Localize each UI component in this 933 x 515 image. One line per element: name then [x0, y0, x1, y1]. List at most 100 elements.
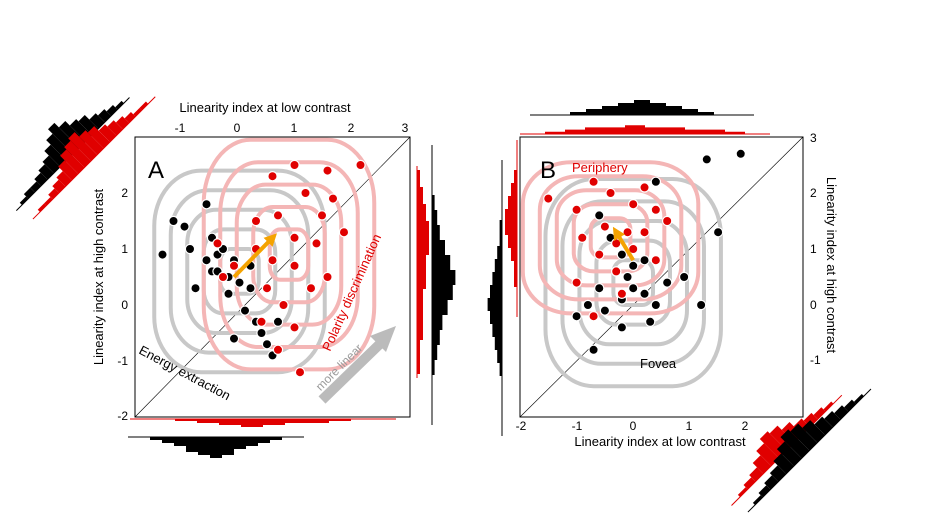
panel-a-ytick: -2 [117, 409, 128, 423]
histogram-bar-group2 [60, 149, 85, 174]
histogram-bar-group2 [68, 132, 98, 162]
data-point-group1 [639, 288, 650, 299]
histogram-bar-group2 [625, 125, 645, 134]
data-point-group2 [661, 215, 673, 227]
data-point-group1 [594, 283, 605, 294]
data-point-group2 [322, 165, 333, 176]
data-point-group2 [272, 210, 284, 221]
histogram-bar-group2 [124, 112, 136, 123]
panel-a-points [157, 159, 366, 378]
panel-b-diagonal [519, 136, 804, 418]
panel-b-xtick: 0 [630, 419, 637, 433]
histogram-bar-group2 [737, 487, 748, 497]
histogram-bar-group1 [258, 437, 270, 443]
histogram-bar-group1 [432, 300, 448, 315]
histogram-bar-group2 [44, 197, 53, 206]
histogram-bar-group2 [37, 203, 47, 212]
histogram-bar-group1 [487, 298, 502, 311]
histogram-bar-group2 [417, 187, 423, 204]
data-point-group1 [661, 277, 673, 288]
data-point-group1 [272, 316, 284, 327]
data-point-group1 [201, 198, 212, 210]
data-point-group1 [628, 283, 639, 294]
histogram-bar-group1 [494, 259, 502, 272]
more-linear-arrow [318, 326, 396, 404]
data-point-group1 [157, 249, 168, 260]
histogram-bar-group1 [162, 437, 174, 443]
data-point-group1 [168, 215, 179, 227]
histogram-bar-group1 [764, 475, 779, 490]
data-point-group2 [588, 176, 599, 187]
histogram-bar-group2 [585, 127, 605, 134]
histogram-bar-group2 [417, 170, 420, 187]
histogram-bar-group1 [494, 337, 502, 350]
histogram-bar-group1 [758, 485, 771, 498]
histogram-bar-group1 [698, 112, 714, 115]
contour-group2 [234, 182, 344, 327]
histogram-bar-group2 [107, 120, 123, 136]
histogram-bar-group2 [417, 272, 426, 289]
data-point-group2 [289, 322, 300, 333]
histogram-bar-group1 [432, 315, 443, 330]
histogram-bar-group2 [645, 127, 665, 134]
data-point-group2 [571, 277, 582, 288]
histogram-bar-group2 [505, 209, 517, 222]
histogram-bar-group1 [19, 196, 29, 205]
histogram-bar-group1 [682, 109, 698, 115]
data-point-group2 [228, 260, 240, 271]
histogram-bar-group2 [605, 127, 625, 134]
data-point-group1 [201, 255, 212, 266]
histogram-bar-group2 [725, 131, 745, 134]
histogram-bar-group2 [79, 130, 104, 155]
data-point-group2 [543, 193, 554, 204]
histogram-bar-group1 [432, 195, 435, 210]
histogram-bar-group1 [780, 429, 810, 459]
data-point-group1 [234, 277, 245, 288]
histogram-bar-group1 [650, 103, 666, 115]
panel-a-ytick: 1 [121, 242, 128, 256]
data-point-group2 [300, 187, 311, 199]
data-point-group1 [184, 243, 196, 255]
histogram-bar-group1 [30, 181, 42, 193]
panel-a-ytick: -1 [117, 354, 128, 368]
contour-group2 [571, 202, 650, 274]
panel-b: B Periphery Fovea Linearity index at low… [487, 100, 872, 513]
histogram-bar-group1 [38, 164, 54, 180]
data-point-group2 [250, 215, 262, 227]
histogram-bar-group1 [432, 225, 440, 240]
data-point-group1 [639, 255, 650, 266]
data-point-group1 [179, 221, 190, 232]
histogram-bar-group1 [432, 285, 453, 300]
histogram-bar-group2 [285, 419, 307, 423]
data-point-group2 [278, 299, 289, 311]
panel-a-xtick: 1 [291, 121, 298, 135]
contour-group2 [537, 174, 684, 302]
histogram-bar-group1 [497, 350, 502, 363]
histogram-bar-group1-baseline [747, 388, 872, 513]
panel-b-label: B [540, 157, 556, 184]
histogram-bar-group1 [492, 272, 502, 285]
histogram-bar-group2 [417, 357, 420, 374]
panel-a-xtick: 2 [348, 121, 355, 135]
data-point-group2 [294, 367, 306, 378]
data-point-group2 [639, 226, 650, 238]
histogram-bar-group2 [514, 274, 517, 287]
histogram-bar-group1 [814, 416, 833, 435]
panel-b-ylabel: Linearity index at high contrast [824, 177, 839, 354]
data-point-group2 [316, 210, 328, 221]
histogram-bar-group1 [115, 100, 124, 110]
panel-b-xtick: -1 [572, 419, 583, 433]
contour-group2 [588, 216, 633, 260]
histogram-bar-group2 [87, 126, 111, 149]
histogram-bar-group2 [241, 419, 263, 427]
panel-a: more linear A Energy extraction Polarity… [15, 96, 456, 458]
histogram-bar-group2 [417, 255, 426, 272]
histogram-bar-group1 [174, 437, 186, 446]
histogram-bar-group1 [790, 423, 818, 451]
histogram-bar-group1 [499, 363, 502, 376]
histogram-bar-group2 [417, 323, 423, 340]
data-point-group2 [594, 249, 605, 260]
data-point-group2 [338, 226, 350, 238]
panel-a-xtick: 3 [402, 121, 409, 135]
data-point-group1 [588, 344, 599, 355]
